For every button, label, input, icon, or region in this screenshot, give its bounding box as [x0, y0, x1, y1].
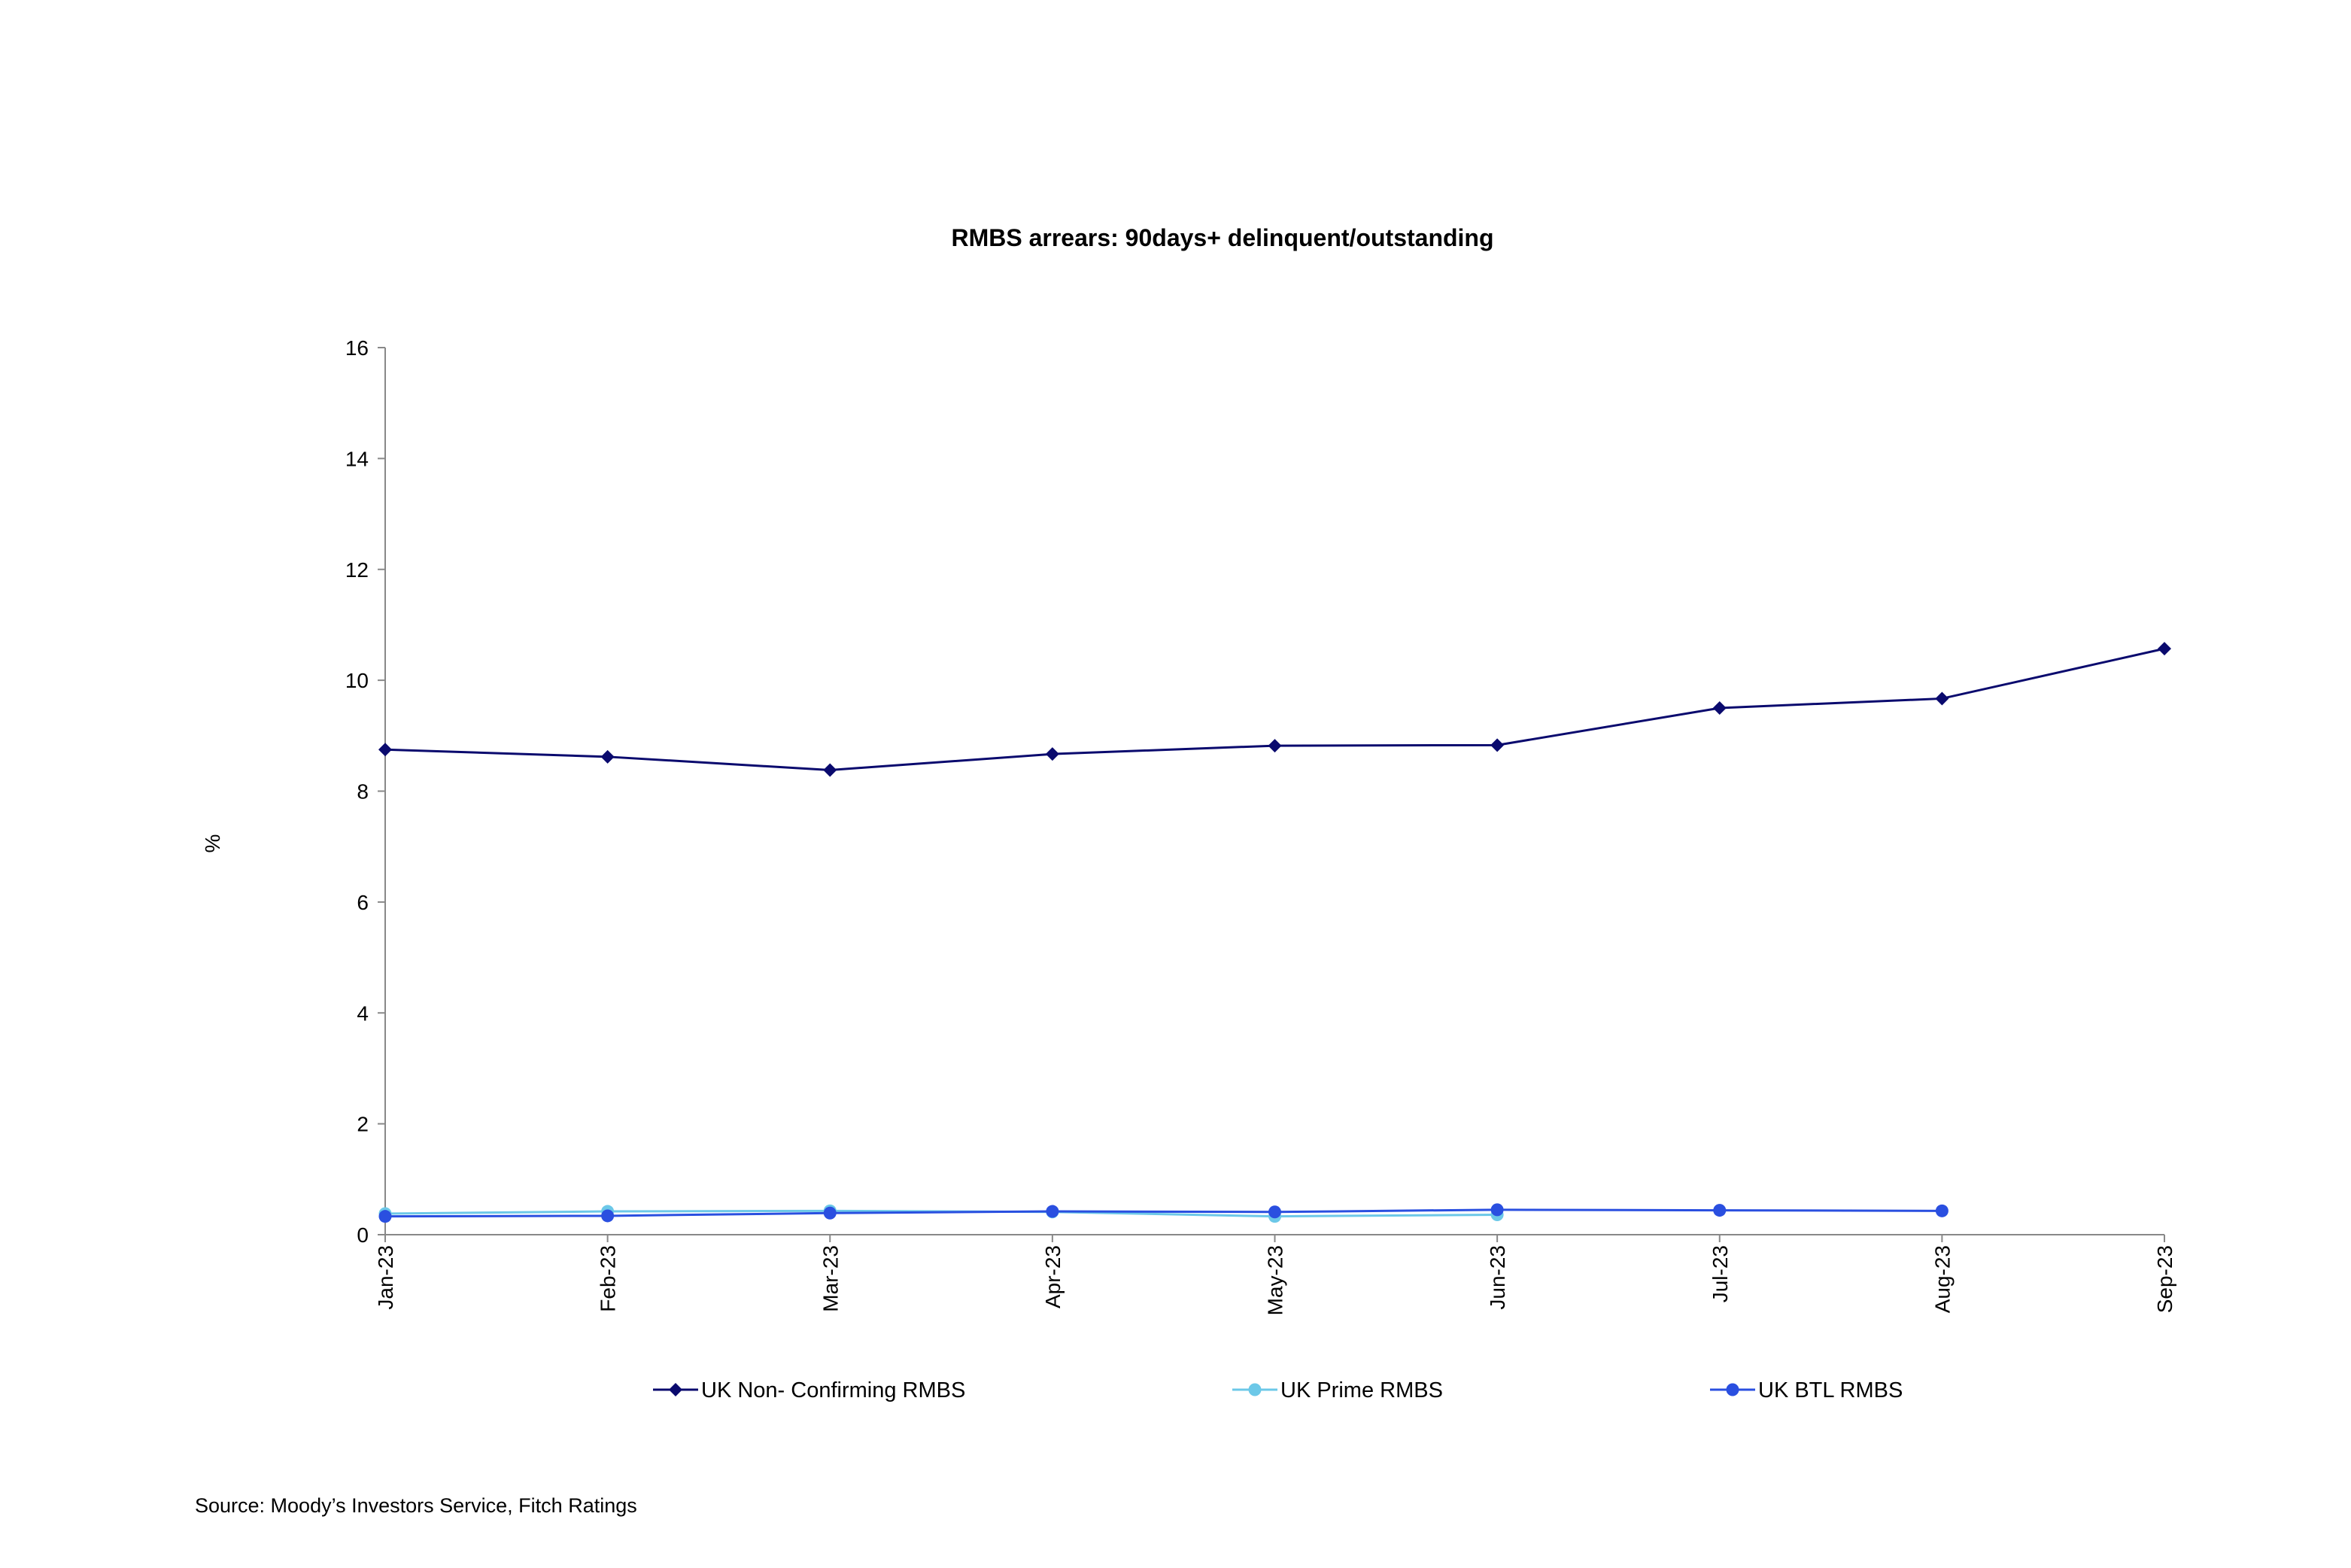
data-point — [600, 749, 615, 764]
data-point — [378, 1210, 392, 1223]
x-tick-label: Aug-23 — [1930, 1245, 1954, 1313]
data-point — [669, 1383, 682, 1396]
y-tick-label: 2 — [357, 1113, 369, 1136]
y-tick-label: 8 — [357, 780, 369, 804]
legend-item: UK Prime RMBS — [1232, 1378, 1443, 1402]
legend-label: UK BTL RMBS — [1758, 1378, 1903, 1402]
y-tick-label: 14 — [345, 447, 369, 470]
data-point — [823, 1206, 837, 1220]
data-point — [1268, 1205, 1281, 1219]
data-point — [1046, 1205, 1059, 1218]
y-tick-label: 0 — [357, 1223, 369, 1247]
y-tick-label: 4 — [357, 1001, 369, 1025]
y-tick-label: 12 — [345, 558, 369, 582]
data-point — [2158, 642, 2171, 656]
data-point — [1935, 1204, 1949, 1217]
y-tick-label: 10 — [345, 669, 369, 692]
source-note: Source: Moody’s Investors Service, Fitch… — [195, 1494, 637, 1517]
data-point — [823, 763, 837, 777]
y-axis-ticks: 0 2 4 6 8 10 12 14 16 — [345, 336, 385, 1247]
x-tick-label: May-23 — [1264, 1245, 1287, 1315]
series-uk-prime-rmbs — [378, 1204, 1504, 1223]
x-tick-label: Feb-23 — [597, 1245, 620, 1312]
x-tick-label: Sep-23 — [2153, 1245, 2176, 1313]
series-uk-btl-rmbs — [378, 1203, 1949, 1223]
legend-item: UK Non- Confirming RMBS — [653, 1378, 965, 1402]
data-point — [1490, 1203, 1504, 1217]
data-point — [1712, 700, 1727, 715]
data-point — [378, 743, 392, 757]
legend-label: UK Non- Confirming RMBS — [701, 1378, 965, 1402]
series-uk-non-confirming-rmbs — [378, 642, 2171, 777]
y-axis-label: % — [201, 834, 224, 853]
data-point — [601, 1209, 615, 1223]
y-tick-label: 16 — [345, 336, 369, 360]
chart-title: RMBS arrears: 90days+ delinquent/outstan… — [951, 224, 1493, 251]
series-line — [384, 1208, 1942, 1218]
data-point — [1248, 1383, 1262, 1396]
legend: UK Non- Confirming RMBS UK Prime RMBS UK B… — [653, 1378, 1903, 1402]
x-tick-label: Apr-23 — [1041, 1245, 1065, 1308]
data-point — [1935, 691, 1949, 706]
x-tick-label: Mar-23 — [819, 1245, 842, 1312]
data-point — [1713, 1204, 1727, 1217]
y-tick-label: 6 — [357, 891, 369, 914]
x-tick-label: Jul-23 — [1709, 1245, 1732, 1302]
data-point — [1490, 738, 1505, 752]
data-point — [1268, 739, 1282, 753]
x-axis-ticks: Jan-23 Feb-23 Mar-23 Apr-23 May-23 Jun-23 Jul-… — [374, 1235, 2176, 1315]
series-layer — [378, 642, 2171, 1223]
data-point — [1045, 747, 1059, 761]
x-tick-label: Jan-23 — [374, 1245, 397, 1310]
legend-label: UK Prime RMBS — [1280, 1378, 1443, 1402]
x-tick-label: Jun-23 — [1486, 1245, 1509, 1310]
legend-item: UK BTL RMBS — [1710, 1378, 1903, 1402]
data-point — [1726, 1383, 1739, 1396]
